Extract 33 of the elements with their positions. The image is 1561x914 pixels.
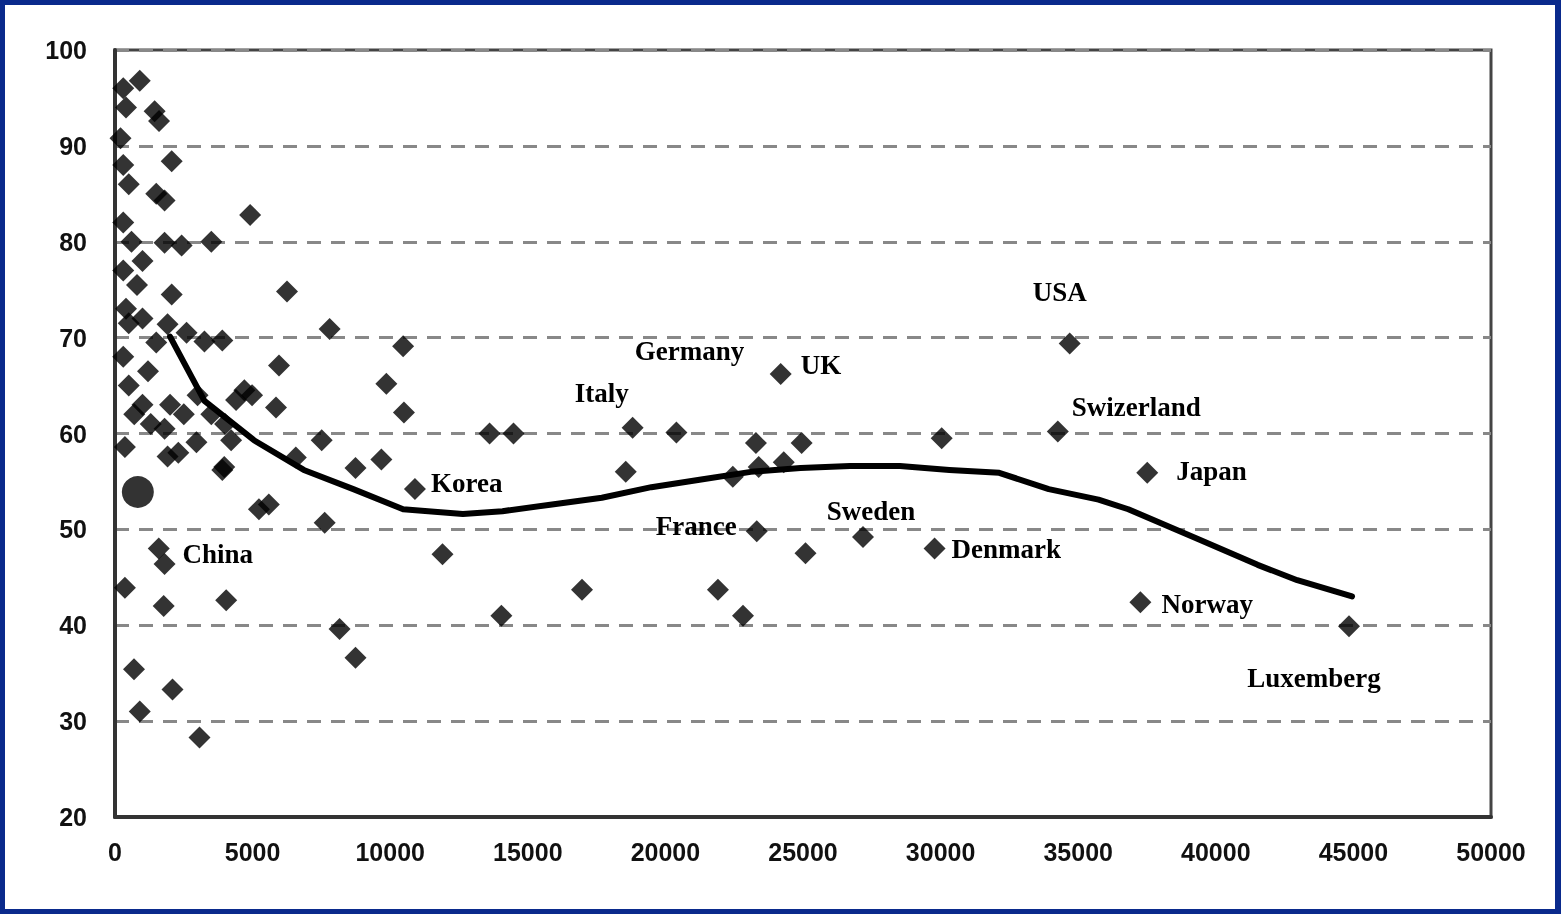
- y-tick-label: 40: [59, 611, 87, 640]
- y-tick-label: 20: [59, 803, 87, 831]
- y-tick-label: 80: [59, 227, 87, 256]
- annotation: Norway: [1161, 589, 1254, 620]
- annotation: Germany: [634, 335, 745, 366]
- annotation: UK: [800, 350, 842, 381]
- y-tick-label: 100: [45, 36, 87, 64]
- x-tick-label: 10000: [355, 837, 425, 866]
- x-tick-label: 5000: [224, 837, 281, 866]
- y-tick-label: 60: [59, 419, 87, 448]
- x-tick-label: 35000: [1043, 837, 1113, 866]
- annotation: Japan: [1176, 455, 1247, 486]
- y-tick-label: 30: [59, 707, 87, 736]
- x-tick-label: 15000: [493, 837, 563, 866]
- x-tick-label: 20000: [630, 837, 701, 866]
- annotation: France: [655, 511, 737, 542]
- annotation: Luxemberg: [1247, 663, 1382, 694]
- annotation: China: [182, 538, 254, 569]
- y-tick-label: 50: [59, 515, 87, 544]
- annotation: USA: [1032, 277, 1088, 308]
- annotation: Denmark: [951, 533, 1062, 564]
- y-tick-label: 70: [59, 323, 87, 352]
- y-tick-label: 90: [59, 131, 87, 160]
- x-tick-label: 50000: [1456, 837, 1526, 866]
- x-tick-label: 40000: [1181, 837, 1251, 866]
- annotation: Italy: [574, 377, 630, 408]
- annotation: Sweden: [826, 496, 916, 527]
- x-tick-label: 0: [108, 837, 122, 866]
- annotation: Swizerland: [1071, 391, 1201, 422]
- x-tick-label: 30000: [905, 837, 976, 866]
- annotation: Korea: [430, 468, 503, 499]
- x-tick-label: 25000: [768, 837, 838, 866]
- x-tick-label: 45000: [1318, 837, 1389, 866]
